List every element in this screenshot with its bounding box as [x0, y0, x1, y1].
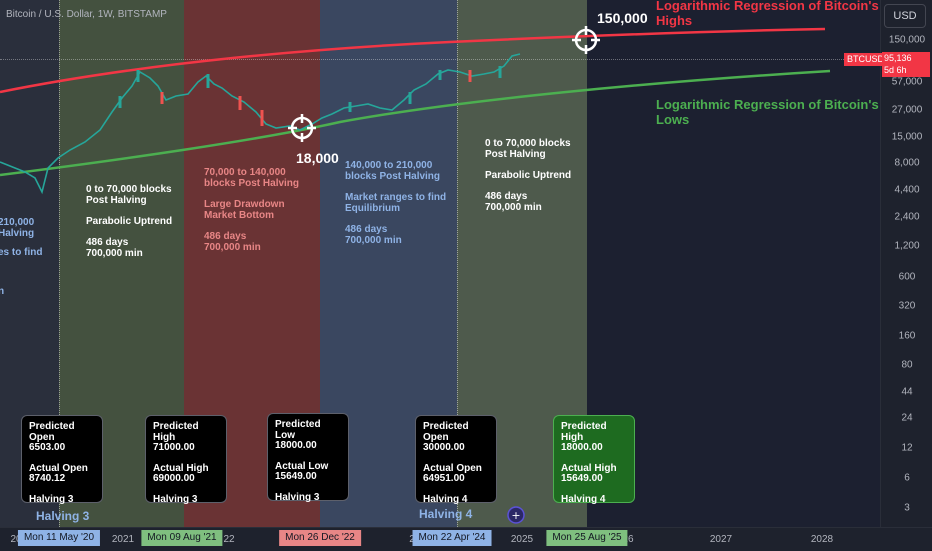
target-upper-icon [572, 26, 600, 54]
countdown-tag: 5d 6h [882, 64, 930, 77]
price-tick: 8,000 [894, 157, 920, 169]
last-price-tag: 95,136 [882, 52, 930, 65]
price-tick: 2,400 [894, 211, 920, 223]
annotation-blue-cycle: 140,000 to 210,000 blocks Post Halving M… [345, 160, 447, 246]
highs-regression-label: Logarithmic Regression of Bitcoin's High… [656, 0, 879, 28]
halving-line-4 [457, 0, 458, 527]
price-candles-path [0, 53, 521, 195]
year-label: 2028 [810, 534, 834, 545]
price-tick: 80 [901, 359, 913, 371]
price-tick: 6 [904, 472, 910, 484]
date-tag-cycle-top: Mon 09 Aug '21 [141, 530, 223, 546]
price-tick: 57,000 [891, 76, 923, 88]
annotation-green-cycle-1: 0 to 70,000 blocks Post Halving Paraboli… [86, 184, 173, 259]
price-tick: 15,000 [891, 131, 923, 143]
price-tick: 12 [901, 442, 913, 454]
year-label: 26 [622, 534, 634, 545]
time-axis[interactable]: 20 2021 22 2 2025 26 2027 2028 Mon 11 Ma… [0, 527, 932, 551]
annotation-left-cycle: 210,000 Halving es to find n [0, 217, 43, 297]
date-tag-halving-3: Mon 11 May '20 [17, 530, 101, 546]
band-future [587, 0, 880, 527]
highs-regression-line [0, 27, 826, 94]
price-tick: 3 [904, 502, 910, 514]
annotation-green-cycle-2: 0 to 70,000 blocks Post Halving Paraboli… [485, 138, 572, 213]
date-tag-projected-top: Mon 25 Aug '25 [546, 530, 628, 546]
prediction-card-1: Predicted Open 6503.00 Actual Open 8740.12… [21, 415, 103, 504]
date-tag-halving-4: Mon 22 Apr '24 [412, 530, 492, 546]
year-label: 22 [223, 534, 235, 545]
chart-area[interactable]: + Bitcoin / U.S. Dollar, 1W, BITSTAMP Lo… [0, 0, 880, 527]
symbol-tag: BTCUSD [844, 53, 888, 66]
year-label: 2025 [510, 534, 534, 545]
price-tick: 4,400 [894, 184, 920, 196]
annotation-red-cycle: 70,000 to 140,000 blocks Post Halving La… [204, 167, 300, 253]
year-label: 2027 [709, 534, 733, 545]
chart-svg: + [0, 26, 831, 524]
price-tick: 150,000 [888, 34, 926, 46]
prediction-card-2: Predicted High 71000.00 Actual High 69000.… [145, 415, 227, 504]
prediction-card-4: Predicted Open 30000.00 Actual Open 64951.… [415, 415, 497, 504]
halving-3-label: Halving 3 [36, 509, 90, 523]
candles [118, 66, 502, 126]
price-tick: 160 [898, 330, 916, 342]
price-line [0, 59, 880, 60]
svg-text:+: + [511, 509, 520, 522]
lows-regression-line [0, 69, 831, 177]
year-label: 2021 [111, 534, 135, 545]
prediction-card-5: Predicted High 18000.00 Actual High 15649.… [553, 415, 635, 504]
target-lower-label: 18,000 [296, 150, 339, 166]
year-label: 20 [10, 534, 22, 545]
price-tick: 1,200 [894, 240, 920, 252]
year-label: 2 [409, 534, 415, 545]
price-tick: 24 [901, 412, 913, 424]
price-tick: 27,000 [891, 104, 923, 116]
halving-line-3 [59, 0, 60, 527]
price-tick: 44 [901, 386, 913, 398]
price-tick: 320 [898, 300, 916, 312]
halving-4-label: Halving 4 [419, 507, 473, 521]
target-lower-icon [288, 114, 316, 142]
lows-regression-label: Logarithmic Regression of Bitcoin's Lows [656, 97, 879, 127]
prediction-card-3: Predicted Low 18000.00 Actual Low 15649.00… [267, 413, 349, 502]
chart-title: Bitcoin / U.S. Dollar, 1W, BITSTAMP [6, 9, 167, 20]
currency-button[interactable]: USD [884, 4, 926, 28]
date-tag-cycle-bottom: Mon 26 Dec '22 [279, 530, 361, 546]
event-bubble-icon: + [507, 506, 525, 524]
price-axis[interactable]: 150,000 57,000 27,000 15,000 8,000 4,400… [880, 0, 932, 527]
price-tick: 600 [898, 271, 916, 283]
target-upper-label: 150,000 [597, 10, 648, 26]
